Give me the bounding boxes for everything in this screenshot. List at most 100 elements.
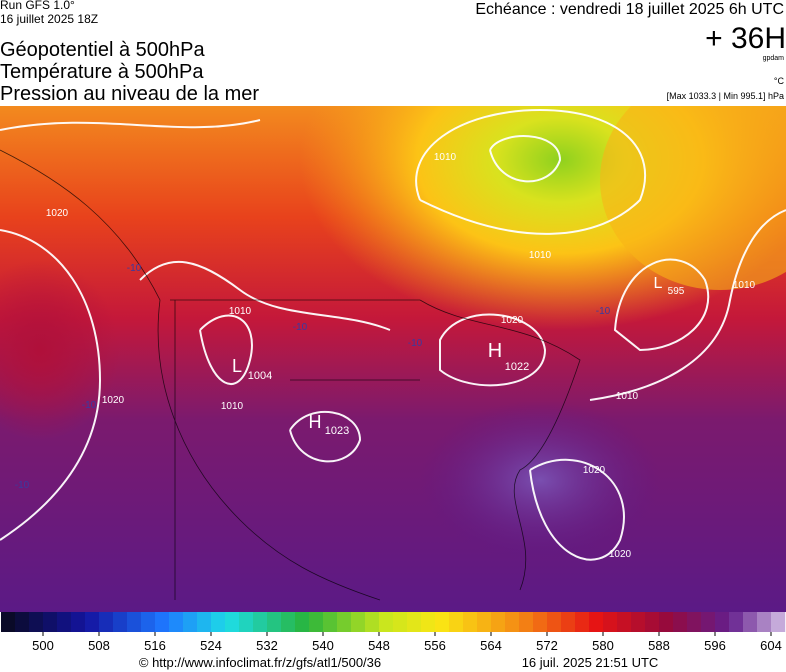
colorbar-swatch bbox=[1, 612, 16, 632]
colorbar-swatch bbox=[211, 612, 226, 632]
colorbar-swatch bbox=[113, 612, 128, 632]
source-url: © http://www.infoclimat.fr/z/gfs/atl1/50… bbox=[139, 655, 381, 670]
colorbar-swatch bbox=[281, 612, 296, 632]
isobar-label: 1010 bbox=[529, 250, 552, 261]
map bbox=[0, 106, 786, 612]
colorbar-swatch bbox=[561, 612, 576, 632]
colorbar-tick-label: 516 bbox=[144, 638, 166, 653]
isobar-label: 1022 bbox=[505, 361, 529, 373]
colorbar-swatch bbox=[99, 612, 114, 632]
isobar-label: L bbox=[232, 356, 242, 376]
colorbar-swatch bbox=[71, 612, 86, 632]
colorbar-swatch bbox=[715, 612, 730, 632]
colorbar-swatch bbox=[239, 612, 254, 632]
isotherm-label: -10 bbox=[82, 400, 97, 411]
isobar-label: 1010 bbox=[221, 401, 244, 412]
colorbar-tick-label: 548 bbox=[368, 638, 390, 653]
unit-temp: °C bbox=[774, 76, 785, 86]
isobar-label: 1020 bbox=[102, 395, 125, 406]
isobar-label: 1020 bbox=[583, 465, 606, 476]
colorbar-swatch bbox=[337, 612, 352, 632]
unit-gpdam: gpdam bbox=[763, 55, 785, 62]
colorbar-swatch bbox=[505, 612, 520, 632]
colorbar-swatch bbox=[323, 612, 338, 632]
valid-time: Echéance : vendredi 18 juillet 2025 6h U… bbox=[475, 1, 784, 18]
colorbar-swatch bbox=[295, 612, 310, 632]
isotherm-label: -10 bbox=[408, 338, 423, 349]
isobar-label: L bbox=[654, 275, 663, 292]
isotherm-label: -10 bbox=[127, 263, 142, 274]
colorbar-tick-label: 524 bbox=[200, 638, 222, 653]
colorbar-swatch bbox=[169, 612, 184, 632]
colorbar-swatch bbox=[225, 612, 240, 632]
isobar-label: 1020 bbox=[46, 208, 69, 219]
colorbar-swatch bbox=[29, 612, 44, 632]
colorbar-swatch bbox=[421, 612, 436, 632]
isotherm-label: -10 bbox=[596, 306, 611, 317]
colorbar-swatch bbox=[645, 612, 660, 632]
colorbar-swatch bbox=[365, 612, 380, 632]
colorbar-swatch bbox=[589, 612, 604, 632]
colorbar-swatch bbox=[435, 612, 450, 632]
colorbar-swatch bbox=[141, 612, 156, 632]
colorbar-swatch bbox=[547, 612, 562, 632]
colorbar-tick-label: 532 bbox=[256, 638, 278, 653]
colorbar-swatch bbox=[449, 612, 464, 632]
colorbar-swatch bbox=[15, 612, 30, 632]
colorbar-swatch bbox=[603, 612, 618, 632]
colorbar-tick-label: 564 bbox=[480, 638, 502, 653]
colorbar-swatch bbox=[477, 612, 492, 632]
colorbar-tick-label: 604 bbox=[760, 638, 782, 653]
colorbar-swatch bbox=[617, 612, 632, 632]
isotherm-label: -10 bbox=[15, 480, 30, 491]
isobar-label: 1023 bbox=[325, 425, 349, 437]
title-line: Géopotentiel à 500hPa bbox=[0, 39, 205, 61]
colorbar-swatch bbox=[197, 612, 212, 632]
isotherm-label: -10 bbox=[293, 322, 308, 333]
colorbar-tick-label: 556 bbox=[424, 638, 446, 653]
colorbar-tick-label: 588 bbox=[648, 638, 670, 653]
colorbar-swatch bbox=[491, 612, 506, 632]
colorbar-swatch bbox=[519, 612, 534, 632]
lead-time: + 36H bbox=[705, 22, 786, 55]
colorbar-tick-label: 580 bbox=[592, 638, 614, 653]
colorbar-tick-label: 596 bbox=[704, 638, 726, 653]
colorbar-swatch bbox=[729, 612, 744, 632]
colorbar-swatch bbox=[393, 612, 408, 632]
isobar-label: 1010 bbox=[733, 280, 756, 291]
colorbar-tick-label: 508 bbox=[88, 638, 110, 653]
isobar-label: H bbox=[488, 340, 502, 362]
colorbar-tick-label: 540 bbox=[312, 638, 334, 653]
isobar-label: 595 bbox=[668, 286, 685, 297]
isobar-label: 1010 bbox=[434, 152, 457, 163]
title-line: Température à 500hPa bbox=[0, 61, 204, 83]
colorbar-swatch bbox=[127, 612, 142, 632]
colorbar-swatch bbox=[183, 612, 198, 632]
colorbar-swatch bbox=[757, 612, 772, 632]
isobar-label: 1020 bbox=[501, 315, 524, 326]
title-line: Pression au niveau de la mer bbox=[0, 83, 259, 105]
colorbar-swatch bbox=[155, 612, 170, 632]
colorbar-swatch bbox=[85, 612, 100, 632]
isobar-label: 1010 bbox=[229, 306, 252, 317]
colorbar-swatch bbox=[659, 612, 674, 632]
isobar-label: 1010 bbox=[616, 391, 639, 402]
colorbar-swatch bbox=[771, 612, 786, 632]
colorbar-swatch bbox=[687, 612, 702, 632]
colorbar-swatch bbox=[407, 612, 422, 632]
colorbar-swatch bbox=[43, 612, 58, 632]
colorbar-swatch bbox=[673, 612, 688, 632]
isobar-label: H bbox=[309, 412, 322, 432]
colorbar-swatch bbox=[267, 612, 282, 632]
colorbar-tick-label: 500 bbox=[32, 638, 54, 653]
colorbar-swatch bbox=[701, 612, 716, 632]
isobar-label: 1004 bbox=[248, 370, 272, 382]
colorbar-swatch bbox=[463, 612, 478, 632]
colorbar-swatch bbox=[533, 612, 548, 632]
colorbar-swatch bbox=[575, 612, 590, 632]
colorbar-swatch bbox=[253, 612, 268, 632]
colorbar-swatch bbox=[743, 612, 758, 632]
colorbar-tick-label: 572 bbox=[536, 638, 558, 653]
issued-time: 16 juil. 2025 21:51 UTC bbox=[522, 655, 659, 670]
